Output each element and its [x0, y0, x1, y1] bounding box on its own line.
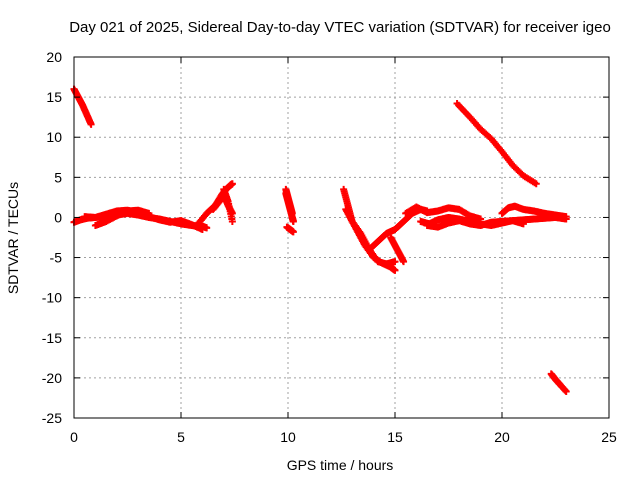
data-point: [477, 215, 485, 223]
data-point: [519, 220, 527, 228]
data-point: [203, 224, 211, 232]
y-tick-label: -25: [42, 410, 62, 426]
series-s16: [402, 203, 485, 223]
x-tick-label: 5: [177, 429, 185, 445]
data-point: [198, 225, 206, 233]
x-tick-label: 20: [494, 429, 510, 445]
y-tick-label: 0: [54, 209, 62, 225]
grid: [74, 57, 609, 418]
series-s14: [387, 234, 408, 266]
data-point: [562, 388, 570, 396]
series-s9: [283, 223, 297, 236]
data-point: [289, 217, 297, 225]
series-s17: [423, 217, 527, 231]
x-tick-label: 10: [280, 429, 296, 445]
series-s4: [91, 206, 153, 229]
series-s20: [547, 370, 570, 396]
data-point: [532, 180, 540, 188]
series-s12: [342, 205, 399, 268]
series-s10: [282, 185, 296, 217]
x-tick-label: 15: [387, 429, 403, 445]
data-point: [391, 258, 399, 266]
data-point: [87, 120, 95, 128]
data-point: [288, 209, 296, 217]
data-point: [228, 217, 236, 225]
y-tick-label: 20: [46, 49, 62, 65]
x-tick-label: 0: [70, 429, 78, 445]
data-point: [562, 213, 570, 221]
y-tick-label: 10: [46, 129, 62, 145]
data-point: [400, 258, 408, 266]
series-s19: [453, 100, 540, 188]
chart-title: Day 021 of 2025, Sidereal Day-to-day VTE…: [69, 19, 611, 36]
data-point: [391, 266, 399, 274]
data-point: [145, 209, 153, 217]
y-tick-label: 5: [54, 169, 62, 185]
axis-ticks: 0 5 10 15 20 25 -25 -20 -15 -10 -5 0 5 10 15 20: [42, 49, 617, 445]
data-point: [228, 180, 236, 188]
y-tick-label: 15: [46, 89, 62, 105]
plot-frame: [73, 56, 610, 419]
data-points: [70, 85, 570, 396]
x-axis-label: GPS time / hours: [287, 457, 394, 473]
x-tick-label: 25: [601, 429, 617, 445]
data-point: [289, 228, 297, 236]
y-tick-label: -15: [42, 330, 62, 346]
series-s7: [220, 185, 236, 225]
y-tick-label: -20: [42, 370, 62, 386]
y-axis-label: SDTVAR / TECUs: [5, 182, 21, 294]
y-tick-label: -10: [42, 290, 62, 306]
series-s18: [498, 202, 570, 221]
y-tick-label: -5: [50, 250, 63, 266]
